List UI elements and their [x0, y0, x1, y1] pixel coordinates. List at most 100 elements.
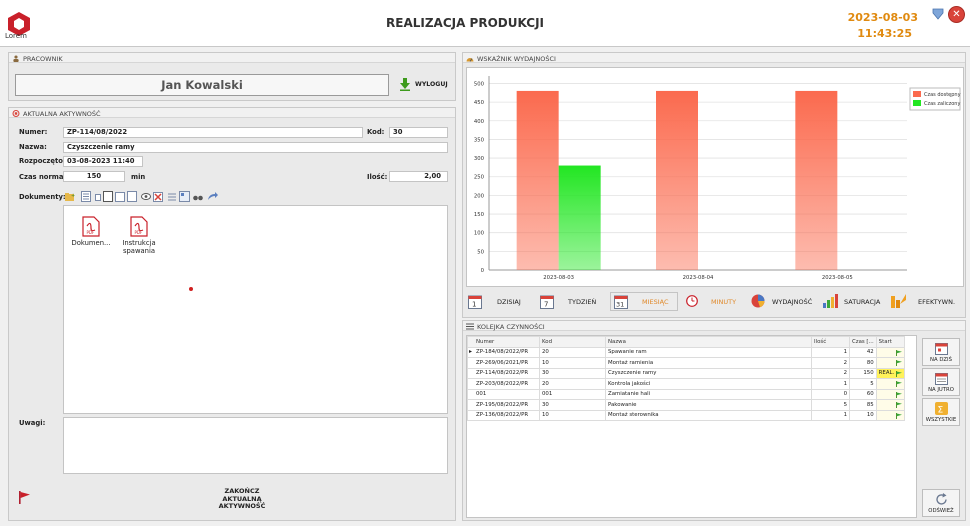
- svg-text:7: 7: [544, 301, 548, 309]
- tab-month[interactable]: 31 MIESIĄC: [610, 292, 678, 311]
- column-header-qty[interactable]: Ilość: [811, 336, 850, 348]
- binoculars-icon[interactable]: [193, 192, 203, 201]
- svg-text:PDF: PDF: [87, 230, 95, 235]
- tab-today[interactable]: 1 DZISIAJ: [466, 293, 526, 311]
- tab-saturation[interactable]: SATURACJA: [822, 293, 886, 311]
- table-row[interactable]: ZP-136/08/2022/PR 10 Montaż sterownika 1 10: [467, 409, 905, 421]
- tab-performance[interactable]: WYDAJNOŚĆ: [750, 293, 816, 311]
- share-icon[interactable]: [207, 192, 218, 201]
- logout-icon: [400, 78, 410, 91]
- list-view-icon[interactable]: [81, 191, 91, 202]
- header-time: 11:43:25: [857, 27, 912, 40]
- all-button[interactable]: Σ WSZYSTKIE: [922, 398, 960, 426]
- code-label: Kod:: [367, 128, 385, 136]
- cell-name: Zamiatanie hali: [605, 388, 812, 400]
- document-name: Instrukcja spawania: [122, 239, 156, 255]
- stop-circle-icon: [12, 110, 20, 117]
- page-icon[interactable]: [127, 191, 137, 202]
- medium-icons-icon[interactable]: [103, 191, 113, 202]
- small-icons-icon[interactable]: [95, 194, 101, 201]
- norm-label: Czas norma:: [19, 173, 67, 181]
- cell-time: 60: [849, 388, 877, 400]
- queue-table-container: Numer Kod Nazwa Ilość Czas [... Start ▸ Z…: [466, 335, 917, 518]
- cell-qty: 1: [811, 346, 850, 358]
- logo-icon: [8, 12, 30, 36]
- y-tick-label: 400: [474, 119, 485, 125]
- employee-panel-title: PRACOWNIK: [23, 55, 63, 63]
- table-row[interactable]: ZP-269/06/2021/PR 10 Montaż ramienia 2 80: [467, 357, 905, 369]
- table-row[interactable]: ▸ ZP-184/08/2022/PR 20 Spawanie ram 1 42: [467, 346, 905, 358]
- minimize-icon[interactable]: [930, 6, 946, 22]
- start-flag-icon: [895, 360, 902, 366]
- tomorrow-button[interactable]: NA JUTRO: [922, 368, 960, 396]
- y-tick-label: 300: [474, 156, 485, 162]
- cell-qty: 1: [811, 378, 850, 390]
- tab-efficiency[interactable]: EFEKTYWN.: [890, 293, 962, 311]
- tab-week[interactable]: 7 TYDZIEŃ: [538, 293, 598, 311]
- column-header-number[interactable]: Numer: [467, 336, 540, 348]
- norm-field: 150: [63, 171, 125, 182]
- start-flag-icon: [895, 381, 902, 387]
- bar-available: [795, 90, 838, 270]
- document-name: Dokumen...: [71, 239, 111, 247]
- flag-icon: [19, 491, 30, 504]
- finish-activity-button[interactable]: ZAKOŃCZ AKTUALNĄ AKTYWNOŚĆ: [218, 487, 266, 510]
- large-icons-icon[interactable]: [115, 192, 125, 202]
- notes-label: Uwagi:: [19, 419, 46, 427]
- cell-code: 30: [539, 399, 606, 411]
- column-header-code[interactable]: Kod: [539, 336, 606, 348]
- qty-label: Ilość:: [367, 173, 388, 181]
- logo-text: Lorem: [5, 32, 27, 40]
- y-tick-label: 500: [474, 81, 485, 87]
- legend-label: Czas zaliczony: [924, 101, 960, 107]
- cell-name: Pakowanie: [605, 399, 812, 411]
- app-header: Lorem REALIZACJA PRODUKCJI 2023-08-03 11…: [0, 0, 970, 47]
- close-icon[interactable]: ✕: [948, 6, 965, 23]
- delete-document-icon[interactable]: [153, 192, 163, 202]
- add-document-icon[interactable]: +: [65, 192, 75, 201]
- logout-button[interactable]: WYLOGUJ: [397, 75, 451, 95]
- tiles-icon[interactable]: [179, 191, 190, 202]
- tomorrow-label: NA JUTRO: [928, 387, 954, 393]
- logout-label: WYLOGUJ: [415, 81, 448, 88]
- norm-unit: min: [131, 173, 146, 181]
- empty-row: [468, 473, 905, 484]
- cell-number: ZP-114/08/2022/PR: [467, 367, 540, 379]
- cell-name: Montaż ramienia: [605, 357, 812, 369]
- details-icon[interactable]: [167, 192, 177, 202]
- cell-number: ZP-203/08/2022/PR: [467, 378, 540, 390]
- y-tick-label: 450: [474, 100, 485, 106]
- legend-box: [909, 87, 961, 111]
- today-button[interactable]: NA DZIŚ: [922, 338, 960, 366]
- y-tick-label: 50: [477, 249, 484, 255]
- column-header-start[interactable]: Start: [875, 336, 905, 348]
- column-header-time[interactable]: Czas [...: [849, 336, 877, 348]
- calendar-tomorrow-icon: [934, 373, 948, 385]
- empty-row: [468, 442, 905, 453]
- chart-legend: Czas dostępny Czas zaliczony: [909, 87, 961, 111]
- document-item[interactable]: PDF Dokumen...: [68, 216, 114, 266]
- table-row[interactable]: ZP-114/08/2022/PR 30 Czyszczenie ramy 2 150 R…: [467, 367, 905, 379]
- y-tick-label: 250: [474, 175, 485, 181]
- queue-table: Numer Kod Nazwa Ilość Czas [... Start ▸ Z…: [467, 336, 905, 505]
- column-header-name[interactable]: Nazwa: [605, 336, 812, 348]
- cell-qty: 5: [811, 399, 850, 411]
- cell-code: 20: [539, 346, 606, 358]
- calendar-day-icon: 1: [468, 295, 482, 309]
- tab-minutes[interactable]: MINUTY: [684, 293, 740, 311]
- document-item[interactable]: PDF Instrukcja spawania: [116, 216, 162, 266]
- table-row[interactable]: ZP-203/08/2022/PR 20 Kontrola jakości 1 5: [467, 378, 905, 390]
- refresh-button[interactable]: ODŚWIEŻ: [922, 489, 960, 517]
- preview-icon[interactable]: [141, 193, 151, 200]
- table-row[interactable]: 001 001 Zamiatanie hali 0 60: [467, 388, 905, 400]
- cell-qty: 1: [811, 409, 850, 421]
- cell-code: 001: [539, 388, 606, 400]
- cell-start: [875, 388, 905, 400]
- bar-available: [516, 90, 559, 270]
- header-date: 2023-08-03: [847, 11, 918, 24]
- x-tick-label: 2023-08-05: [822, 275, 853, 281]
- all-label: WSZYSTKIE: [925, 417, 957, 423]
- notes-textarea[interactable]: [63, 417, 448, 474]
- table-row[interactable]: ZP-195/08/2022/PR 30 Pakowanie 5 85: [467, 399, 905, 411]
- number-label: Numer:: [19, 128, 48, 136]
